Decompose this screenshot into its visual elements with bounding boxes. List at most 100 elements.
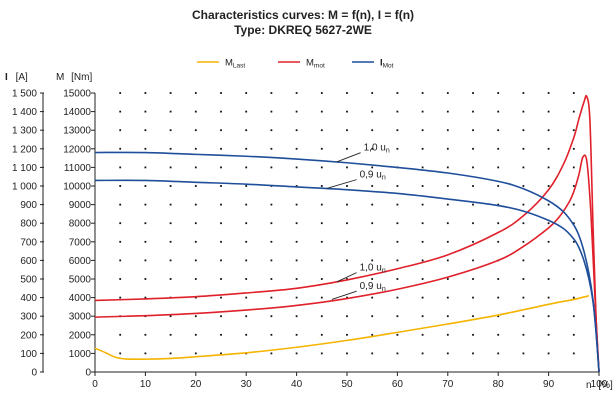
grid-dot xyxy=(270,259,273,262)
grid-dot xyxy=(346,92,348,94)
grid-dot xyxy=(194,110,197,113)
grid-dot xyxy=(446,166,449,169)
y-right-tick-label: 15000 xyxy=(63,89,91,100)
grid-dot xyxy=(472,259,474,262)
grid-dot xyxy=(472,296,474,299)
grid-dot xyxy=(421,166,424,169)
y-right-tick-label: 2000 xyxy=(69,330,92,341)
grid-dot xyxy=(169,129,172,132)
y-left-tick-label: 700 xyxy=(20,237,37,248)
grid-dot xyxy=(522,203,525,206)
grid-dot xyxy=(371,278,374,280)
grid-dot xyxy=(169,240,172,243)
grid-dot xyxy=(371,129,374,132)
grid-dot xyxy=(472,222,474,225)
grid-dot xyxy=(194,222,197,225)
grid-dot xyxy=(522,278,525,280)
grid-dot xyxy=(169,222,172,225)
grid xyxy=(119,92,575,355)
legend-label-main: M xyxy=(225,58,233,69)
grid-dot xyxy=(169,110,172,113)
grid-dot xyxy=(295,147,298,150)
grid-dot xyxy=(547,222,550,225)
grid-dot xyxy=(220,92,222,94)
grid-dot xyxy=(472,203,474,206)
grid-dot xyxy=(396,222,399,225)
series-line-mmot-0-9-un xyxy=(94,154,600,373)
grid-dot xyxy=(346,259,348,262)
annotation-leader xyxy=(326,179,357,189)
y-right-tick-label: 3000 xyxy=(69,312,92,323)
grid-dot xyxy=(346,352,348,355)
grid-dot xyxy=(572,222,575,225)
grid-dot xyxy=(320,240,323,243)
grid-dot xyxy=(245,129,248,132)
grid-dot xyxy=(421,92,424,94)
grid-dot xyxy=(371,203,374,206)
grid-dot xyxy=(421,110,424,113)
grid-dot xyxy=(346,240,348,243)
grid-dot xyxy=(472,333,474,336)
y-left-tick-label: 500 xyxy=(20,275,37,286)
grid-dot xyxy=(396,185,399,187)
grid-dot xyxy=(497,110,500,113)
grid-dot xyxy=(446,315,449,318)
grid-dot xyxy=(194,315,197,318)
grid-dot xyxy=(396,296,399,299)
grid-dot xyxy=(346,185,348,187)
grid-dot xyxy=(320,129,323,132)
grid-dot xyxy=(119,129,122,132)
grid-dot xyxy=(371,352,374,355)
grid-dot xyxy=(144,296,147,299)
grid-dot xyxy=(572,296,575,299)
grid-dot xyxy=(446,185,449,187)
grid-dot xyxy=(421,129,424,132)
grid-dot xyxy=(320,296,323,299)
grid-dot xyxy=(144,203,147,206)
grid-dot xyxy=(572,278,575,280)
grid-dot xyxy=(421,147,424,150)
grid-dot xyxy=(119,333,122,336)
grid-dot xyxy=(522,333,525,336)
grid-dot xyxy=(119,352,122,355)
grid-dot xyxy=(270,296,273,299)
grid-dot xyxy=(220,185,222,187)
y-right-tick-label: 5000 xyxy=(69,275,92,286)
grid-dot xyxy=(421,333,424,336)
grid-dot xyxy=(547,333,550,336)
grid-dot xyxy=(472,129,474,132)
grid-dot xyxy=(245,296,248,299)
grid-dot xyxy=(421,352,424,355)
grid-dot xyxy=(245,315,248,318)
grid-dot xyxy=(320,147,323,150)
grid-dot xyxy=(320,315,323,318)
grid-dot xyxy=(547,259,550,262)
grid-dot xyxy=(446,203,449,206)
grid-dot xyxy=(572,129,575,132)
grid-dot xyxy=(320,352,323,355)
grid-dot xyxy=(547,110,550,113)
grid-dot xyxy=(547,185,550,187)
grid-dot xyxy=(144,129,147,132)
y-left-tick-label: 300 xyxy=(20,312,37,323)
grid-dot xyxy=(522,185,525,187)
grid-dot xyxy=(295,110,298,113)
grid-dot xyxy=(497,129,500,132)
grid-dot xyxy=(346,222,348,225)
grid-dot xyxy=(119,166,122,169)
x-tick-label: 80 xyxy=(493,379,505,390)
grid-dot xyxy=(194,259,197,262)
grid-dot xyxy=(371,92,374,94)
grid-dot xyxy=(144,278,147,280)
grid-dot xyxy=(346,333,348,336)
grid-dot xyxy=(270,333,273,336)
grid-dot xyxy=(421,222,424,225)
grid-dot xyxy=(371,110,374,113)
annotation-sub: n xyxy=(386,148,390,155)
y-left-tick-label: 1 300 xyxy=(12,126,37,137)
grid-dot xyxy=(220,333,222,336)
grid-dot xyxy=(472,352,474,355)
grid-dot xyxy=(547,296,550,299)
grid-dot xyxy=(497,240,500,243)
grid-dot xyxy=(522,129,525,132)
